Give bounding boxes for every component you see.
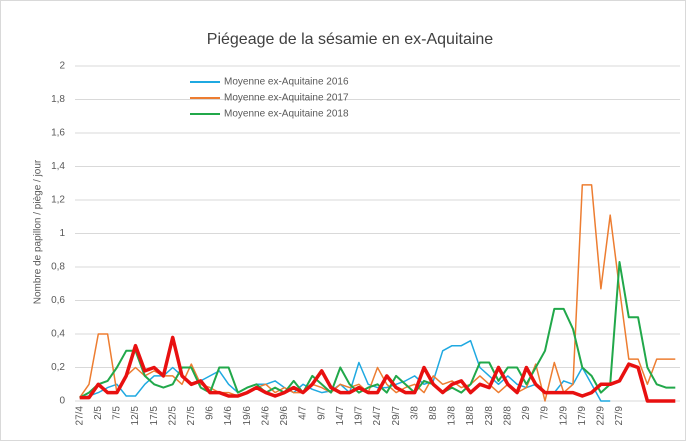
x-tick-label: 12/9 [558, 406, 569, 426]
x-tick-label: 9/6 [205, 406, 216, 420]
y-tick-label: 2 [59, 61, 65, 72]
y-tick-label: 1 [59, 228, 65, 239]
x-tick-label: 29/7 [391, 406, 402, 426]
x-tick-label: 17/9 [577, 406, 588, 426]
y-tick-label: 1,8 [51, 94, 65, 105]
y-tick-label: 0,2 [51, 362, 65, 373]
x-tick-label: 28/8 [502, 406, 513, 426]
x-tick-label: 17/5 [149, 406, 160, 426]
x-tick-label: 7/9 [540, 406, 551, 420]
legend-label: Moyenne ex-Aquitaine 2016 [224, 77, 349, 88]
x-tick-label: 27/9 [614, 406, 625, 426]
x-tick-label: 22/5 [167, 406, 178, 426]
y-tick-label: 0,8 [51, 262, 65, 273]
x-tick-label: 14/7 [335, 406, 346, 426]
series-line [79, 261, 676, 399]
x-tick-label: 24/6 [260, 406, 271, 426]
y-tick-label: 0 [59, 396, 65, 407]
y-tick-label: 0,4 [51, 329, 65, 340]
x-tick-label: 4/7 [298, 406, 309, 420]
y-tick-label: 1,2 [51, 195, 65, 206]
x-tick-label: 19/7 [354, 406, 365, 426]
x-tick-label: 12/5 [130, 406, 141, 426]
x-tick-label: 27/4 [74, 406, 85, 426]
x-tick-label: 24/7 [372, 406, 383, 426]
x-tick-label: 22/9 [596, 406, 607, 426]
y-tick-label: 0,6 [51, 295, 65, 306]
x-tick-label: 3/8 [409, 406, 420, 420]
x-tick-label: 9/7 [316, 406, 327, 420]
legend-label: Moyenne ex-Aquitaine 2017 [224, 93, 349, 104]
series-line [79, 335, 676, 403]
y-axis-label: Nombre de papillon / piège / jour [33, 159, 44, 304]
x-tick-label: 18/8 [465, 406, 476, 426]
x-tick-label: 8/8 [428, 406, 439, 420]
x-tick-label: 29/6 [279, 406, 290, 426]
x-tick-label: 19/6 [242, 406, 253, 426]
x-tick-label: 23/8 [484, 406, 495, 426]
x-tick-label: 2/5 [93, 406, 104, 420]
x-tick-label: 27/5 [186, 406, 197, 426]
chart-title: Piégeage de la sésamie en ex-Aquitaine [207, 31, 494, 48]
y-tick-label: 1,4 [51, 161, 65, 172]
series-line [79, 339, 611, 402]
series-line [79, 184, 676, 402]
legend-label: Moyenne ex-Aquitaine 2018 [224, 109, 349, 120]
x-tick-label: 14/6 [223, 406, 234, 426]
y-tick-label: 1,6 [51, 128, 65, 139]
x-tick-label: 7/5 [112, 406, 123, 420]
x-tick-label: 2/9 [521, 406, 532, 420]
x-tick-label: 13/8 [447, 406, 458, 426]
